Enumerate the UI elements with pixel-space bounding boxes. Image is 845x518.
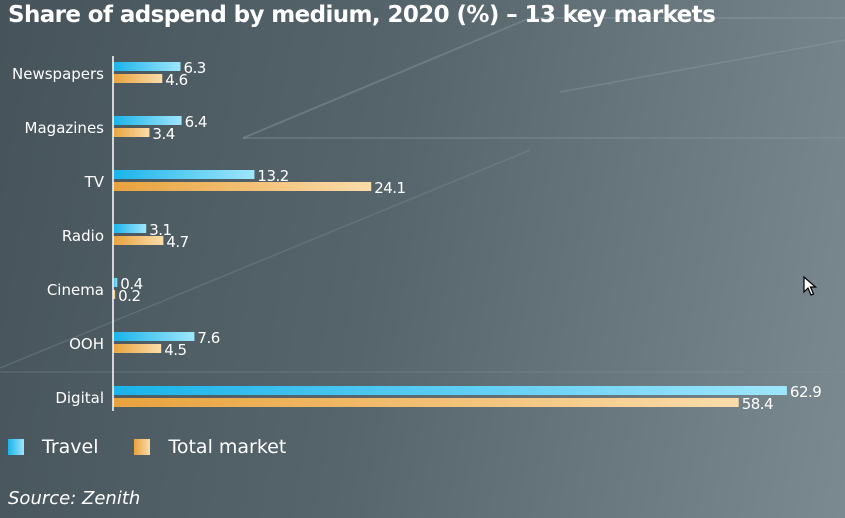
bar-travel-radio xyxy=(113,224,147,233)
category-label-tv: TV xyxy=(84,173,105,191)
data-label-travel-tv: 13.2 xyxy=(257,167,288,185)
category-label-magazines: Magazines xyxy=(25,119,105,137)
category-label-ooh: OOH xyxy=(69,335,104,353)
bar-total-market-magazines xyxy=(113,128,150,137)
category-label-cinema: Cinema xyxy=(47,281,104,299)
data-label-travel-radio: 3.1 xyxy=(149,221,171,239)
data-label-travel-newspapers: 6.3 xyxy=(184,59,206,77)
bar-total-market-digital xyxy=(113,398,739,407)
chart-title: Share of adspend by medium, 2020 (%) – 1… xyxy=(8,2,716,28)
bar-travel-digital xyxy=(113,386,787,395)
legend-swatch-total-market xyxy=(134,439,151,455)
bar-total-market-ooh xyxy=(113,344,162,353)
mouse-cursor-icon xyxy=(803,276,817,296)
category-label-newspapers: Newspapers xyxy=(12,65,104,83)
category-label-digital: Digital xyxy=(55,389,104,407)
data-label-total-market-digital: 58.4 xyxy=(742,395,773,413)
bar-chart: Newspapers 6.34.6 Magazines 6.4 3.4 TV 13.2 24.… xyxy=(12,59,821,413)
data-label-travel-ooh: 7.6 xyxy=(197,329,219,347)
data-label-total-market-ooh: 4.5 xyxy=(164,341,186,359)
data-label-total-market-radio: 4.7 xyxy=(166,233,188,251)
legend-label-total-market: Total market xyxy=(168,436,287,458)
data-label-travel-digital: 62.9 xyxy=(790,383,821,401)
data-label-total-market-magazines: 3.4 xyxy=(152,125,174,143)
data-label-total-market-newspapers: 4.6 xyxy=(165,71,187,89)
legend-item-total-market: Total market xyxy=(134,436,286,458)
legend-swatch-travel xyxy=(8,439,24,455)
data-label-travel-cinema: 0.4 xyxy=(120,275,142,293)
data-label-travel-magazines: 6.4 xyxy=(185,113,207,131)
bar-travel-magazines xyxy=(113,116,182,125)
bar-total-market-cinema xyxy=(113,290,116,299)
bar-travel-newspapers xyxy=(113,62,181,71)
chart-legend: Travel Total market xyxy=(8,436,322,458)
bar-total-market-tv xyxy=(113,182,372,191)
bar-total-market-radio xyxy=(113,236,164,245)
bar-total-market-newspapers xyxy=(113,74,163,83)
bar-travel-ooh xyxy=(113,332,195,341)
data-label-total-market-tv: 24.1 xyxy=(374,179,405,197)
source-note: Source: Zenith xyxy=(8,488,141,509)
bar-travel-tv xyxy=(113,170,255,179)
bar-travel-cinema xyxy=(113,278,118,287)
legend-label-travel: Travel xyxy=(42,436,99,458)
category-label-radio: Radio xyxy=(62,227,104,245)
data-label-total-market-cinema: 0.2 xyxy=(118,287,140,305)
legend-item-travel: Travel xyxy=(8,436,98,458)
